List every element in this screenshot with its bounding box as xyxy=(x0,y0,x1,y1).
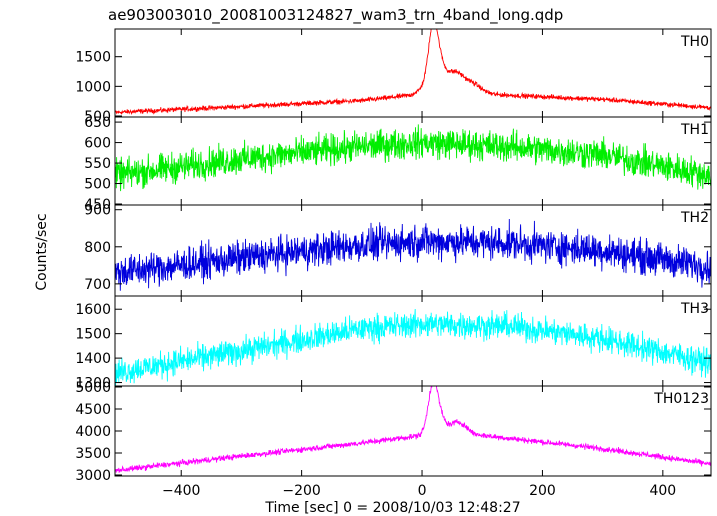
y-tick-label: 550 xyxy=(84,156,111,172)
panel-label-th3: TH3 xyxy=(680,301,709,317)
y-axis-label: Counts/sec xyxy=(34,213,50,290)
series-line-th2 xyxy=(115,218,711,291)
y-tick-label: 1500 xyxy=(75,50,111,66)
y-tick-label: 900 xyxy=(84,203,111,219)
x-tick-label: −200 xyxy=(282,483,320,499)
panel-frame xyxy=(114,28,712,118)
panels-group: 500 1000 1500 TH0 450 500 550 600 650 TH1 700 800 90… xyxy=(75,28,712,484)
series-line-th0123 xyxy=(115,386,711,474)
y-tick-label: 600 xyxy=(84,136,111,152)
y-tick-label: 4500 xyxy=(75,402,111,418)
x-axis-label: Time [sec] 0 = 2008/10/03 12:48:27 xyxy=(264,500,520,516)
panel-label-th1: TH1 xyxy=(680,122,709,138)
y-tick-label: 1600 xyxy=(75,302,111,318)
panel-th0: 500 1000 1500 TH0 xyxy=(75,28,712,125)
y-tick-label: 800 xyxy=(84,240,111,256)
panel-label-th0123: TH0123 xyxy=(653,391,709,407)
y-tick-label: 1300 xyxy=(75,376,111,392)
y-tick-label: 500 xyxy=(84,109,111,125)
series-line-th0 xyxy=(115,29,711,116)
x-axis: −400 −200 0 200 400 xyxy=(162,483,676,499)
y-tick-label: 1000 xyxy=(75,79,111,95)
panel-th1: 450 500 550 600 650 TH1 xyxy=(84,115,712,213)
x-tick-label: 0 xyxy=(418,483,427,499)
y-tick-label: 5000 xyxy=(75,380,111,396)
x-tick-label: 200 xyxy=(529,483,556,499)
y-tick-label: 450 xyxy=(84,197,111,213)
y-tick-label: 650 xyxy=(84,115,111,131)
x-tick-label: 400 xyxy=(649,483,676,499)
panel-frame xyxy=(114,116,712,206)
panel-label-th0: TH0 xyxy=(680,34,709,50)
y-tick-label: 500 xyxy=(84,177,111,193)
y-tick-label: 4000 xyxy=(75,424,111,440)
series-line-th1 xyxy=(115,124,711,192)
y-tick-label: 1500 xyxy=(75,327,111,343)
y-tick-label: 700 xyxy=(84,277,111,293)
panel-th0123: 3000 3500 4000 4500 5000 TH0123 xyxy=(75,380,712,484)
chart-title: ae903003010_20081003124827_wam3_trn_4ban… xyxy=(108,6,563,25)
panel-label-th2: TH2 xyxy=(680,210,709,226)
x-tick-label: −400 xyxy=(162,483,200,499)
panel-th3: 1300 1400 1500 1600 TH3 xyxy=(75,295,712,392)
panel-th2: 700 800 900 TH2 xyxy=(84,203,712,297)
y-tick-label: 3500 xyxy=(75,446,111,462)
y-tick-label: 1400 xyxy=(75,351,111,367)
panel-frame xyxy=(114,385,712,477)
y-tick-label: 3000 xyxy=(75,468,111,484)
series-line-th3 xyxy=(115,308,711,386)
